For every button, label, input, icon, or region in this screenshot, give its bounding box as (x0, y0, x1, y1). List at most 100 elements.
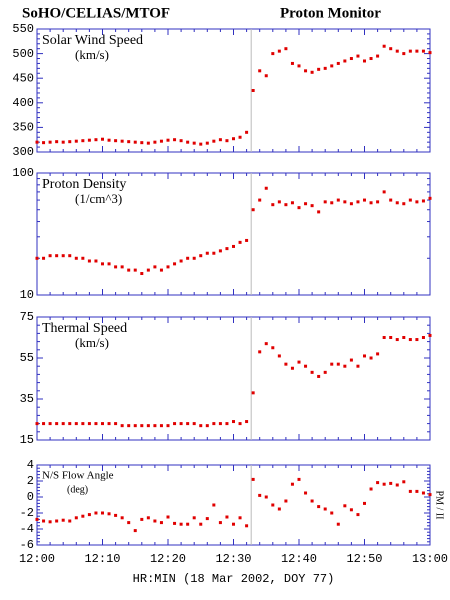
y-tick-label: -6 (20, 538, 34, 552)
data-point (186, 140, 190, 144)
panel-label-unit: (km/s) (75, 47, 109, 62)
data-point (343, 504, 347, 508)
data-point (212, 139, 216, 143)
header-right: Proton Monitor (280, 5, 381, 21)
data-point (42, 141, 46, 145)
data-point (166, 265, 170, 269)
data-point (258, 198, 262, 202)
data-point (336, 522, 340, 526)
data-point (94, 138, 98, 142)
data-point (310, 499, 314, 503)
data-point (395, 483, 399, 487)
data-point (415, 338, 419, 342)
data-point (87, 513, 91, 517)
data-point (376, 352, 380, 356)
y-tick-label: 450 (12, 71, 34, 85)
data-point (55, 519, 59, 523)
data-point (264, 342, 268, 346)
data-point (330, 362, 334, 366)
data-point (389, 336, 393, 339)
data-point (107, 138, 111, 142)
data-point (81, 256, 85, 260)
data-point (336, 198, 340, 202)
data-point (159, 521, 163, 525)
data-point (205, 251, 209, 255)
data-point (369, 356, 373, 360)
data-point (166, 424, 170, 428)
data-point (42, 256, 46, 260)
data-point (107, 512, 111, 516)
data-point (114, 265, 118, 269)
data-point (245, 130, 249, 134)
data-point (133, 140, 137, 144)
data-point (186, 522, 190, 526)
data-point (323, 66, 327, 70)
data-point (179, 139, 183, 143)
data-point (94, 422, 98, 426)
data-point (382, 336, 386, 339)
data-point (402, 336, 406, 339)
data-point (120, 516, 124, 520)
data-point (421, 336, 425, 339)
data-point (146, 516, 150, 520)
y-tick-label: 4 (27, 458, 34, 472)
data-point (61, 518, 65, 522)
data-point (35, 140, 39, 144)
data-point (297, 477, 301, 481)
data-point (408, 49, 412, 53)
data-point (120, 265, 124, 269)
data-point (245, 420, 249, 424)
data-point (336, 362, 340, 366)
data-point (205, 424, 209, 428)
x-axis-label: HR:MIN (18 Mar 2002, DOY 77) (133, 572, 335, 586)
data-point (74, 422, 78, 426)
data-point (389, 198, 393, 202)
data-point (330, 201, 334, 205)
data-point (140, 272, 144, 276)
data-point (304, 491, 308, 495)
data-point (369, 201, 373, 205)
data-point (343, 364, 347, 368)
y-tick-label: 55 (20, 351, 34, 365)
data-point (225, 515, 229, 519)
data-point (271, 346, 275, 350)
data-point (127, 424, 131, 428)
data-point (323, 200, 327, 204)
data-point (277, 49, 281, 53)
data-point (173, 262, 177, 266)
data-point (290, 366, 294, 370)
data-point (146, 424, 150, 428)
data-point (251, 391, 255, 395)
data-point (48, 520, 52, 524)
data-point (225, 422, 229, 426)
panel-label-unit: (deg) (67, 484, 88, 495)
panel-label: Thermal Speed (42, 321, 127, 336)
data-point (68, 422, 72, 426)
x-tick-label: 12:10 (84, 552, 120, 566)
data-point (304, 202, 308, 206)
data-point (114, 139, 118, 143)
data-point (133, 424, 137, 428)
data-point (382, 44, 386, 48)
data-point (238, 240, 242, 244)
data-point (343, 200, 347, 204)
data-point (290, 482, 294, 486)
data-point (421, 199, 425, 203)
data-point (68, 254, 72, 258)
data-point (218, 521, 222, 525)
data-point (179, 422, 183, 426)
data-point (343, 59, 347, 63)
y-tick-label: -2 (20, 506, 34, 520)
data-point (232, 420, 235, 424)
data-point (251, 89, 255, 92)
data-point (415, 489, 419, 493)
data-point (251, 477, 255, 481)
data-point (349, 202, 353, 206)
data-point (330, 64, 334, 68)
data-point (317, 210, 321, 214)
x-tick-label: 12:50 (346, 552, 382, 566)
data-point (225, 139, 229, 143)
data-point (232, 522, 235, 526)
data-point (363, 59, 366, 63)
y-tick-label: 400 (12, 96, 34, 110)
